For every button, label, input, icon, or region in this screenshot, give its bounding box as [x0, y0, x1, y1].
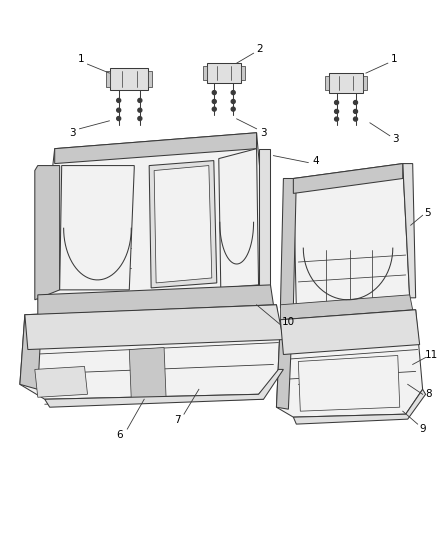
- Text: 6: 6: [116, 430, 123, 440]
- Circle shape: [353, 109, 357, 114]
- Polygon shape: [55, 133, 257, 164]
- Polygon shape: [280, 295, 413, 320]
- Polygon shape: [110, 68, 148, 90]
- Text: 5: 5: [424, 208, 431, 219]
- Text: 1: 1: [78, 54, 85, 64]
- Polygon shape: [329, 73, 363, 93]
- Circle shape: [117, 117, 121, 120]
- Circle shape: [231, 107, 235, 111]
- Text: 3: 3: [392, 134, 399, 144]
- Polygon shape: [219, 149, 258, 288]
- Polygon shape: [45, 369, 283, 407]
- Polygon shape: [403, 164, 416, 298]
- Polygon shape: [293, 389, 426, 424]
- Circle shape: [117, 99, 121, 102]
- Polygon shape: [149, 160, 217, 288]
- Circle shape: [335, 101, 339, 104]
- Polygon shape: [276, 310, 423, 417]
- Polygon shape: [298, 356, 400, 411]
- Circle shape: [335, 109, 339, 114]
- Polygon shape: [203, 66, 207, 80]
- Circle shape: [212, 107, 216, 111]
- Text: 8: 8: [425, 389, 432, 399]
- Text: 9: 9: [419, 424, 426, 434]
- Text: 2: 2: [256, 44, 263, 54]
- Circle shape: [231, 91, 235, 94]
- Circle shape: [138, 108, 142, 112]
- Polygon shape: [207, 63, 240, 83]
- Polygon shape: [276, 320, 292, 409]
- Polygon shape: [258, 149, 271, 287]
- Text: 3: 3: [69, 128, 76, 138]
- Circle shape: [212, 91, 216, 94]
- Text: 1: 1: [390, 54, 397, 64]
- Polygon shape: [38, 133, 271, 300]
- Text: 11: 11: [425, 350, 438, 359]
- Polygon shape: [325, 76, 329, 90]
- Polygon shape: [25, 305, 283, 350]
- Polygon shape: [280, 179, 297, 308]
- Polygon shape: [154, 166, 212, 283]
- Polygon shape: [293, 164, 403, 193]
- Text: 4: 4: [313, 156, 320, 166]
- Polygon shape: [280, 310, 420, 354]
- Circle shape: [353, 117, 357, 121]
- Polygon shape: [240, 66, 245, 80]
- Polygon shape: [129, 348, 166, 399]
- Circle shape: [335, 117, 339, 121]
- Text: 3: 3: [260, 128, 267, 138]
- Circle shape: [117, 108, 121, 112]
- Circle shape: [231, 100, 235, 103]
- Polygon shape: [20, 314, 42, 389]
- Polygon shape: [293, 164, 410, 308]
- Text: 7: 7: [174, 415, 180, 425]
- Polygon shape: [38, 285, 273, 314]
- Circle shape: [353, 101, 357, 104]
- Circle shape: [138, 99, 142, 102]
- Polygon shape: [363, 76, 367, 90]
- Text: 10: 10: [282, 317, 295, 327]
- Polygon shape: [35, 166, 60, 300]
- Polygon shape: [20, 305, 283, 399]
- Circle shape: [212, 100, 216, 103]
- Circle shape: [138, 117, 142, 120]
- Polygon shape: [106, 71, 110, 87]
- Polygon shape: [148, 71, 152, 87]
- Polygon shape: [35, 367, 88, 397]
- Polygon shape: [60, 166, 134, 290]
